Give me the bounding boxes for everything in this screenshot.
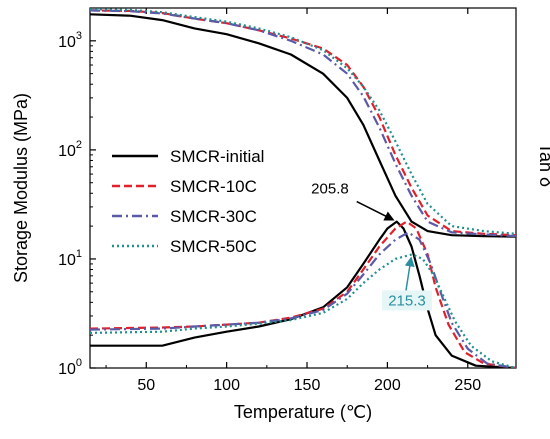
y-tick-label: 101 — [58, 248, 82, 269]
storage-modulus-line-smcr-50c — [90, 8, 516, 235]
x-tick-label: 50 — [137, 377, 155, 394]
y-axis-left-title: Storage Modulus (MPa) — [11, 93, 31, 283]
y-tick-label: 102 — [58, 139, 82, 160]
legend: SMCR-initial SMCR-10C SMCR-30C SMCR-50C — [112, 147, 264, 256]
tan-delta-line-smcr-10c — [90, 220, 516, 368]
x-tick-label: 200 — [374, 377, 401, 394]
plot-curves — [90, 8, 516, 368]
annotation-label-215-3: 215.3 — [388, 292, 426, 309]
y-axis-right-title: Tan δ — [536, 143, 550, 187]
legend-label: SMCR-50C — [170, 237, 257, 256]
y-tick-label: 100 — [58, 357, 82, 378]
legend-label: SMCR-initial — [170, 147, 264, 166]
legend-label: SMCR-30C — [170, 207, 257, 226]
tan-delta-line-smcr-initial — [90, 220, 516, 368]
storage-modulus-line-smcr-30c — [90, 9, 516, 238]
x-axis: 50 100 150 200 250 — [105, 8, 509, 394]
annotation-label-205-8: 205.8 — [311, 181, 349, 198]
x-tick-label: 100 — [213, 377, 240, 394]
tan-delta-line-smcr-30c — [90, 231, 516, 368]
y-axis-left: 100 101 102 103 — [58, 7, 96, 378]
x-tick-label: 250 — [454, 377, 481, 394]
x-tick-label: 150 — [294, 377, 321, 394]
annotation-arrow-205-8 — [356, 200, 395, 221]
annotation-box-215-3 — [381, 290, 432, 311]
peak-annotations: 205.8 215.3 — [311, 181, 432, 311]
plot-frame — [89, 7, 517, 369]
x-axis-title: Temperature (℃) — [234, 402, 372, 422]
storage-modulus-line-smcr-initial — [90, 13, 516, 238]
annotation-arrow-215-3 — [404, 256, 415, 291]
storage-modulus-line-smcr-10c — [90, 9, 516, 237]
y-tick-label: 103 — [58, 30, 82, 51]
tan-delta-line-smcr-50c — [90, 253, 516, 368]
legend-label: SMCR-10C — [170, 177, 257, 196]
